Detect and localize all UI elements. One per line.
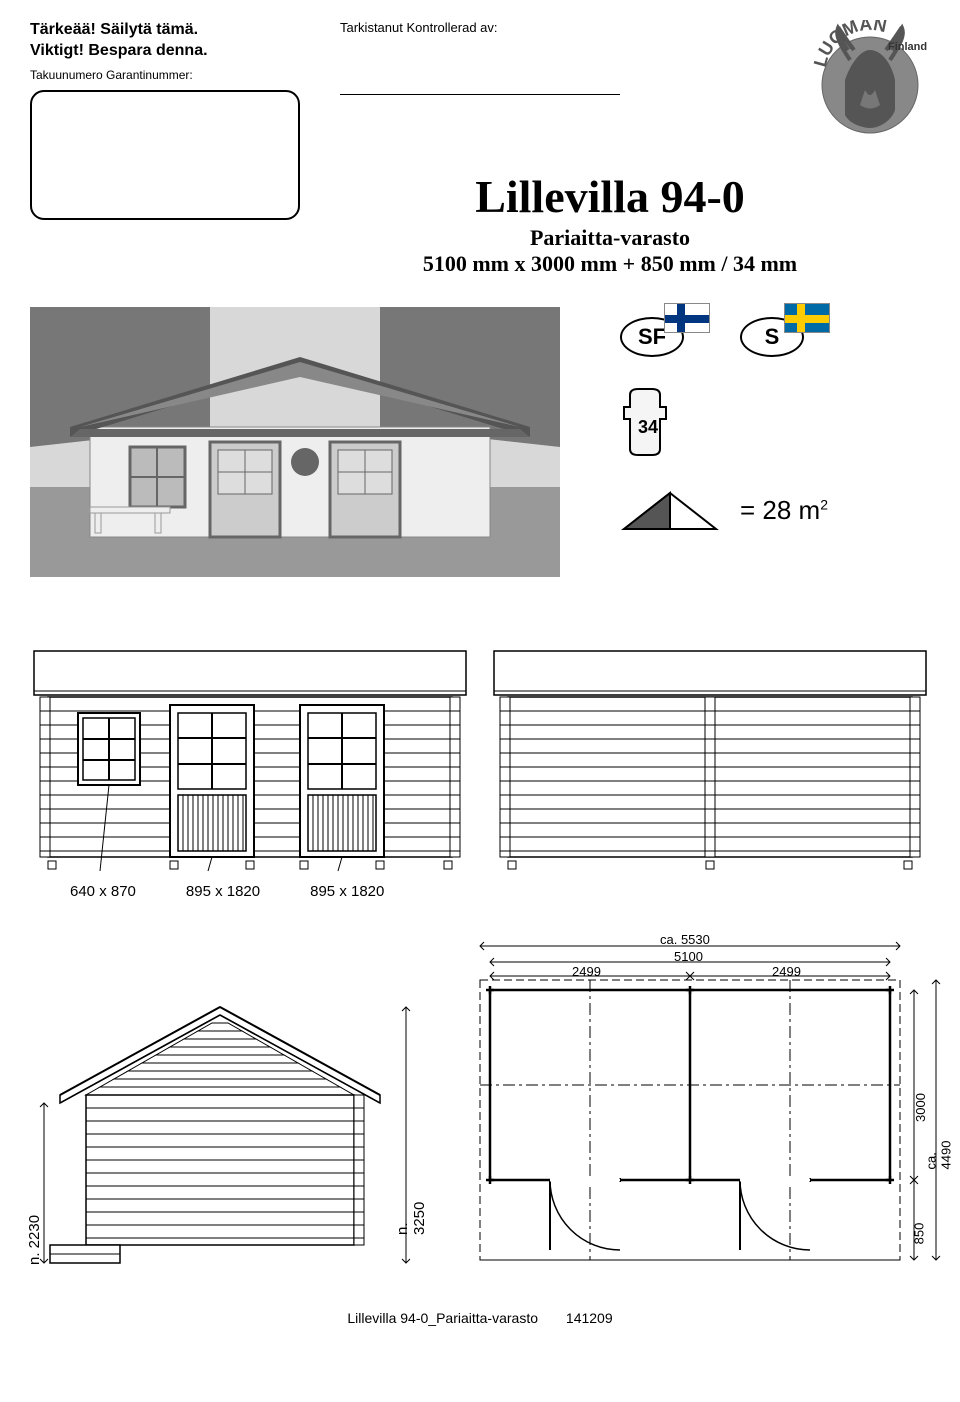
log-thickness-value: 34 [638, 417, 658, 438]
roof-area-icon: = 28 m2 [620, 487, 930, 535]
ridge-height-label: n. 3250 [394, 1201, 428, 1234]
language-flags: SF S [620, 317, 930, 357]
window-dimension: 640 x 870 [70, 883, 136, 900]
logo-country-text: Finland [888, 41, 927, 53]
checked-by-line [340, 39, 620, 95]
warranty-number-label: Takuunumero Garantinummer: [30, 68, 300, 82]
plan-overall-width: ca. 5530 [660, 932, 710, 947]
checked-by-label: Tarkistanut Kontrollerad av: [340, 20, 760, 35]
roof-area-value: = 28 m [740, 495, 820, 525]
plan-half-width-2: 2499 [772, 964, 801, 979]
side-elevation-drawing: n. 2230 n. 3250 [30, 995, 420, 1290]
wall-height-label: n. 2230 [26, 1215, 43, 1265]
plan-overall-depth: ca. 4490 [923, 1140, 953, 1169]
important-heading-fi: Tärkeää! Säilytä tämä. [30, 20, 300, 41]
door1-dimension: 895 x 1820 [186, 883, 260, 900]
footer-doc-code: 141209 [566, 1310, 613, 1326]
log-profile-icon: 34 [620, 387, 930, 457]
roof-area-exp: 2 [820, 496, 828, 512]
flag-finland-icon [664, 303, 710, 333]
product-subtitle: Pariaitta-varasto [290, 225, 930, 251]
warranty-number-box [30, 90, 300, 220]
plan-half-width-1: 2499 [572, 964, 601, 979]
product-photo [30, 307, 560, 577]
brand-logo: LUOMAN Finland [800, 20, 930, 140]
plan-porch-depth: 850 [911, 1222, 926, 1244]
product-dimensions: 5100 mm x 3000 mm + 850 mm / 34 mm [290, 251, 930, 277]
rear-elevation-drawing [490, 647, 930, 877]
flag-sweden-icon [784, 303, 830, 333]
front-elevation-drawing [30, 647, 470, 877]
important-heading-sv: Viktigt! Bespara denna. [30, 41, 300, 62]
door2-dimension: 895 x 1820 [310, 883, 384, 900]
plan-depth: 3000 [913, 1093, 928, 1122]
flag-sf-label: SF [638, 324, 666, 350]
product-title: Lillevilla 94-0 [290, 170, 930, 223]
floor-plan-drawing: ca. 5530 5100 2499 2499 3000 ca. 4490 85… [450, 930, 950, 1290]
footer-doc-name: Lillevilla 94-0_Pariaitta-varasto [347, 1310, 538, 1326]
flag-s-label: S [765, 324, 780, 350]
plan-inner-width: 5100 [674, 949, 703, 964]
